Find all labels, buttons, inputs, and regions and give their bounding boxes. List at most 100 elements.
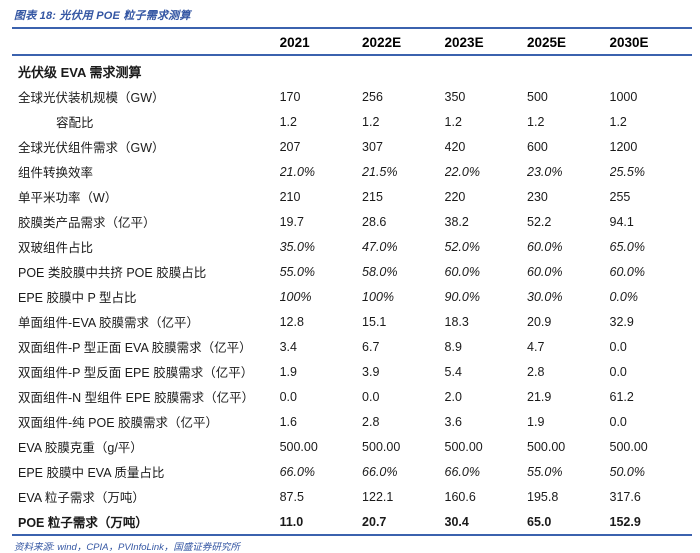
cell-value: 32.9 bbox=[609, 314, 634, 329]
year-column-header: 2030E bbox=[609, 35, 649, 50]
header-row: 2021 2022E 2023E 2025E 2030E bbox=[12, 29, 692, 55]
cell-value: 317.6 bbox=[609, 489, 641, 504]
cell-value: 2.8 bbox=[527, 364, 545, 379]
cell-value: 58.0% bbox=[362, 264, 398, 279]
cell-value: 94.1 bbox=[609, 214, 634, 229]
source-note: 资料来源: wind，CPIA，PVInfoLink，国盛证券研究所 bbox=[14, 542, 240, 553]
cell-value: 1.2 bbox=[527, 114, 545, 129]
row-label: EVA 粒子需求（万吨） bbox=[18, 491, 145, 505]
cell-value: 6.7 bbox=[362, 339, 380, 354]
table-row: 组件转换效率 21.0% 21.5% 22.0% 23.0% 25.5% bbox=[12, 159, 692, 184]
table-row: POE 粒子需求（万吨） 11.0 20.7 30.4 65.0 152.9 bbox=[12, 509, 692, 535]
figure-title: 图表 18: 光伏用 POE 粒子需求测算 bbox=[14, 10, 191, 22]
cell-value: 87.5 bbox=[279, 489, 304, 504]
cell-value: 0.0 bbox=[609, 414, 627, 429]
cell-value: 500.00 bbox=[609, 439, 648, 454]
cell-value: 1200 bbox=[609, 139, 638, 154]
poe-demand-table: 2021 2022E 2023E 2025E 2030E 光伏级 EVA 需求测… bbox=[12, 29, 692, 536]
cell-value: 21.5% bbox=[362, 164, 398, 179]
cell-value: 52.2 bbox=[527, 214, 552, 229]
row-label: 容配比 bbox=[56, 116, 94, 130]
cell-value: 18.3 bbox=[444, 314, 469, 329]
row-label: 胶膜类产品需求（亿平） bbox=[18, 216, 156, 230]
cell-value: 500.00 bbox=[279, 439, 318, 454]
cell-value: 23.0% bbox=[527, 164, 563, 179]
year-column-header: 2022E bbox=[362, 35, 402, 50]
cell-value: 60.0% bbox=[527, 239, 563, 254]
table-row: 全球光伏装机规模（GW） 170 256 350 500 1000 bbox=[12, 84, 692, 109]
table-wrap: 2021 2022E 2023E 2025E 2030E 光伏级 EVA 需求测… bbox=[12, 27, 692, 536]
cell-value: 100% bbox=[362, 289, 395, 304]
cell-value: 500.00 bbox=[362, 439, 401, 454]
cell-value: 220 bbox=[444, 189, 466, 204]
row-label: 双面组件-P 型正面 EVA 胶膜需求（亿平） bbox=[18, 341, 252, 355]
cell-value: 65.0% bbox=[609, 239, 645, 254]
table-row: 双面组件-N 型组件 EPE 胶膜需求（亿平） 0.0 0.0 2.0 21.9 61.2 bbox=[12, 384, 692, 409]
table-row: 双玻组件占比 35.0% 47.0% 52.0% 60.0% 65.0% bbox=[12, 234, 692, 259]
cell-value: 170 bbox=[279, 89, 301, 104]
row-label: 单面组件-EVA 胶膜需求（亿平） bbox=[18, 316, 200, 330]
cell-value: 230 bbox=[527, 189, 548, 204]
table-row: EVA 粒子需求（万吨） 87.5 122.1 160.6 195.8 317.6 bbox=[12, 484, 692, 509]
cell-value: 420 bbox=[444, 139, 466, 154]
cell-value: 52.0% bbox=[444, 239, 480, 254]
cell-value: 5.4 bbox=[444, 364, 462, 379]
cell-value: 2.0 bbox=[444, 389, 462, 404]
cell-value: 11.0 bbox=[279, 514, 304, 529]
cell-value: 47.0% bbox=[362, 239, 398, 254]
cell-value bbox=[280, 55, 362, 84]
cell-value: 3.6 bbox=[444, 414, 462, 429]
row-label: 单平米功率（W） bbox=[18, 191, 118, 205]
cell-value: 256 bbox=[362, 89, 383, 104]
cell-value: 0.0 bbox=[362, 389, 380, 404]
row-label: 全球光伏装机规模（GW） bbox=[18, 91, 165, 105]
cell-value: 215 bbox=[362, 189, 383, 204]
row-label: EPE 胶膜中 P 型占比 bbox=[18, 291, 137, 305]
cell-value: 60.0% bbox=[444, 264, 480, 279]
table-row: 光伏级 EVA 需求测算 bbox=[12, 55, 692, 84]
cell-value: 0.0 bbox=[279, 389, 297, 404]
cell-value: 350 bbox=[444, 89, 466, 104]
table-row: 单面组件-EVA 胶膜需求（亿平） 12.8 15.1 18.3 20.9 32.9 bbox=[12, 309, 692, 334]
table-row: 双面组件-P 型反面 EPE 胶膜需求（亿平） 1.9 3.9 5.4 2.8 0.0 bbox=[12, 359, 692, 384]
table-row: 容配比 1.2 1.2 1.2 1.2 1.2 bbox=[12, 109, 692, 134]
cell-value: 195.8 bbox=[527, 489, 559, 504]
cell-value: 20.9 bbox=[527, 314, 552, 329]
row-label: POE 粒子需求（万吨） bbox=[18, 516, 148, 530]
cell-value: 152.9 bbox=[609, 514, 641, 529]
cell-value: 0.0% bbox=[609, 289, 639, 304]
cell-value: 500.00 bbox=[527, 439, 566, 454]
row-label: POE 类胶膜中共挤 POE 胶膜占比 bbox=[18, 266, 207, 280]
cell-value: 65.0 bbox=[527, 514, 552, 529]
row-label: 双面组件-N 型组件 EPE 胶膜需求（亿平） bbox=[18, 391, 255, 405]
table-row: 全球光伏组件需求（GW） 207 307 420 600 1200 bbox=[12, 134, 692, 159]
year-column-header: 2023E bbox=[444, 35, 484, 50]
table-row: EVA 胶膜克重（g/平） 500.00 500.00 500.00 500.00 500… bbox=[12, 434, 692, 459]
header-label-cell bbox=[12, 29, 280, 55]
cell-value: 0.0 bbox=[609, 364, 627, 379]
cell-value: 207 bbox=[279, 139, 301, 154]
cell-value: 30.0% bbox=[527, 289, 563, 304]
cell-value bbox=[610, 55, 693, 84]
cell-value bbox=[527, 55, 609, 84]
cell-value: 61.2 bbox=[609, 389, 634, 404]
cell-value: 28.6 bbox=[362, 214, 387, 229]
cell-value: 12.8 bbox=[279, 314, 304, 329]
cell-value: 1.9 bbox=[527, 414, 545, 429]
cell-value: 307 bbox=[362, 139, 383, 154]
cell-value: 21.9 bbox=[527, 389, 552, 404]
cell-value: 122.1 bbox=[362, 489, 394, 504]
cell-value: 55.0% bbox=[279, 264, 316, 279]
cell-value: 100% bbox=[279, 289, 312, 304]
year-column-header: 2021 bbox=[279, 35, 310, 50]
cell-value: 19.7 bbox=[279, 214, 304, 229]
row-label: 双面组件-纯 POE 胶膜需求（亿平） bbox=[18, 416, 219, 430]
year-column-header: 2025E bbox=[527, 35, 567, 50]
cell-value: 1.2 bbox=[279, 114, 297, 129]
cell-value: 8.9 bbox=[444, 339, 462, 354]
cell-value: 1000 bbox=[609, 89, 638, 104]
table-body: 光伏级 EVA 需求测算 全球光伏装机规模（GW） 170 256 350 500 1000… bbox=[12, 55, 692, 535]
cell-value: 4.7 bbox=[527, 339, 545, 354]
cell-value: 3.9 bbox=[362, 364, 380, 379]
cell-value: 90.0% bbox=[444, 289, 480, 304]
